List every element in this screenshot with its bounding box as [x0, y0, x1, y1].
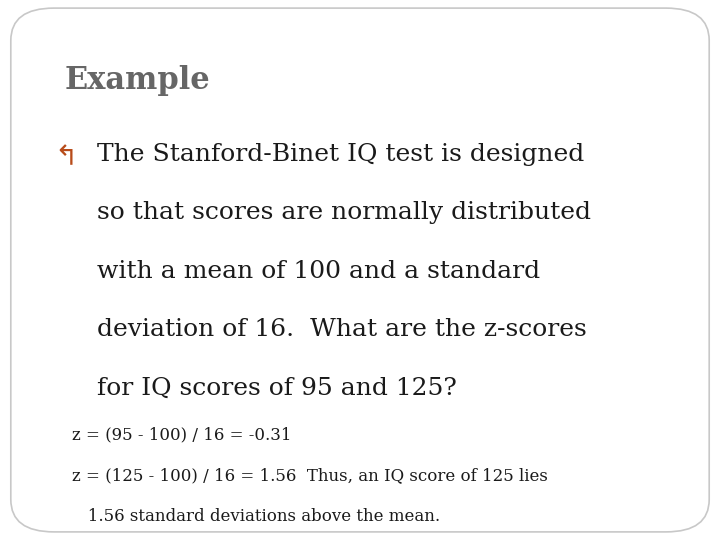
Text: z = (125 - 100) / 16 = 1.56  Thus, an IQ score of 125 lies: z = (125 - 100) / 16 = 1.56 Thus, an IQ … — [72, 467, 548, 484]
Text: for IQ scores of 95 and 125?: for IQ scores of 95 and 125? — [97, 376, 457, 400]
Text: with a mean of 100 and a standard: with a mean of 100 and a standard — [97, 260, 540, 283]
Text: 1.56 standard deviations above the mean.: 1.56 standard deviations above the mean. — [72, 508, 440, 524]
Text: The Stanford-Binet IQ test is designed: The Stanford-Binet IQ test is designed — [97, 143, 585, 166]
Text: Example: Example — [65, 65, 210, 96]
Text: z = (95 - 100) / 16 = -0.31: z = (95 - 100) / 16 = -0.31 — [72, 427, 292, 443]
Text: deviation of 16.  What are the z-scores: deviation of 16. What are the z-scores — [97, 318, 587, 341]
Text: ↰: ↰ — [54, 143, 77, 171]
Text: so that scores are normally distributed: so that scores are normally distributed — [97, 201, 591, 225]
